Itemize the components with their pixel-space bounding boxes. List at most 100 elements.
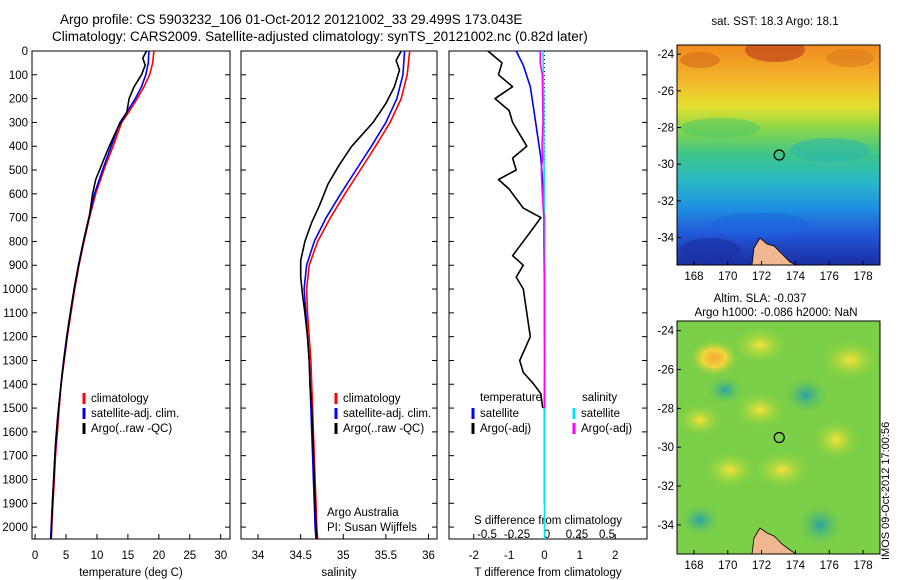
sla-map-title-line1: Altim. SLA: -0.037 bbox=[714, 293, 807, 305]
x-tick-label: 36 bbox=[422, 550, 435, 562]
y-tick-label: 100 bbox=[9, 70, 28, 82]
y-tick-label: 1200 bbox=[2, 332, 28, 344]
legend-label: satellite bbox=[480, 408, 519, 420]
map-y-tick-label: -32 bbox=[657, 196, 674, 208]
x-tick-label: 2 bbox=[612, 550, 618, 562]
map-x-tick-label: 178 bbox=[853, 271, 872, 283]
y-tick-label: 400 bbox=[9, 141, 28, 153]
map-x-tick-label: 174 bbox=[786, 560, 806, 572]
y-tick-label: 300 bbox=[9, 117, 28, 129]
legend-title: temperature bbox=[480, 392, 542, 404]
map-y-tick-label: -28 bbox=[657, 123, 674, 135]
map-x-tick-label: 172 bbox=[752, 271, 771, 283]
legend-title: salinity bbox=[582, 392, 617, 404]
sla-map-title-line2: Argo h1000: -0.086 h2000: NaN bbox=[694, 307, 857, 319]
x-tick-label: 34.5 bbox=[289, 550, 311, 562]
y-tick-label: 1900 bbox=[2, 498, 28, 510]
x-tick-label: -2 bbox=[469, 550, 479, 562]
y-tick-label: 1800 bbox=[2, 474, 28, 486]
y-tick-label: 0 bbox=[22, 46, 28, 58]
x-tick-label: 10 bbox=[91, 550, 104, 562]
y-tick-label: 1300 bbox=[2, 355, 28, 367]
imos-timestamp: IMOS 09-Oct-2012 17:00:56 bbox=[880, 421, 892, 560]
legend-label: Argo(..raw -QC) bbox=[91, 423, 172, 435]
argo-location-marker bbox=[773, 149, 785, 161]
x-tick-label: 20 bbox=[152, 550, 165, 562]
map-y-tick-label: -28 bbox=[657, 403, 674, 415]
s-tick-label: -0.5 bbox=[477, 529, 497, 541]
map-x-tick-label: 174 bbox=[786, 271, 806, 283]
pi-label: PI: Susan Wijffels bbox=[327, 522, 417, 534]
argo-location-marker bbox=[773, 431, 785, 444]
map-y-tick-label: -26 bbox=[657, 365, 674, 377]
legend-label: satellite-adj. clim. bbox=[91, 408, 179, 420]
x-tick-label: 1 bbox=[577, 550, 583, 562]
legend-label: Argo(-adj) bbox=[581, 423, 632, 435]
map-y-tick-label: -34 bbox=[657, 233, 674, 245]
x-tick-label: -1 bbox=[504, 550, 514, 562]
top-axis-label: S difference from climatology bbox=[474, 515, 622, 527]
map-y-tick-label: -26 bbox=[657, 86, 674, 98]
x-tick-label: 15 bbox=[122, 550, 135, 562]
series-line-s-argo-adj- bbox=[539, 51, 546, 409]
series-line-argo-raw-qc- bbox=[299, 50, 402, 540]
salinity-plot: 34 34.5 35 35.5 36 salinity climatology satelli… bbox=[241, 50, 437, 579]
series-line-argo-raw-qc- bbox=[50, 50, 148, 540]
map-y-tick-label: -34 bbox=[657, 520, 674, 532]
x-axis-label: salinity bbox=[321, 567, 356, 579]
salinity-panel bbox=[240, 50, 438, 540]
s-tick-label: 0 bbox=[544, 529, 550, 541]
figure-title-line2: Climatology: CARS2009. Satellite-adjuste… bbox=[52, 29, 588, 44]
map-x-tick-label: 178 bbox=[853, 560, 872, 572]
institution-label: Argo Australia bbox=[327, 507, 399, 519]
x-tick-label: 35.5 bbox=[375, 550, 397, 562]
y-tick-label: 1600 bbox=[2, 427, 28, 439]
y-tick-label: 1000 bbox=[2, 284, 28, 296]
figure-title-line1: Argo profile: CS 5903232_106 01-Oct-2012… bbox=[60, 12, 523, 27]
map-y-tick-label: -24 bbox=[657, 49, 674, 61]
x-tick-label: 25 bbox=[183, 550, 196, 562]
legend-label: satellite bbox=[581, 408, 620, 420]
sst-map-title: sat. SST: 18.3 Argo: 18.1 bbox=[711, 16, 838, 28]
series-line-t-satellite bbox=[515, 50, 546, 504]
y-tick-label: 700 bbox=[9, 213, 28, 225]
temperature-plot: 0 5 10 15 20 25 300100200300400500600700800900… bbox=[2, 46, 230, 579]
land-patch bbox=[751, 527, 797, 554]
x-tick-label: 5 bbox=[63, 550, 69, 562]
y-tick-label: 1400 bbox=[2, 379, 28, 391]
legend-label: climatology bbox=[91, 393, 149, 405]
land-patch bbox=[751, 237, 797, 265]
y-tick-label: 600 bbox=[9, 189, 28, 201]
map-y-tick-label: -30 bbox=[657, 159, 674, 171]
series-line-climatology bbox=[305, 50, 411, 540]
map-x-tick-label: 168 bbox=[684, 271, 703, 283]
sst-map: 168 170 172 174 176 178 -24 -26 -28 -30 -32 -34 bbox=[657, 44, 881, 283]
s-tick-label: 0.25 bbox=[566, 529, 588, 541]
legend-label: Argo(-adj) bbox=[480, 423, 531, 435]
series-line-t-argo-adj- bbox=[487, 50, 544, 409]
y-tick-label: 2000 bbox=[2, 522, 28, 534]
series-line-satellite-adj-clim- bbox=[49, 50, 150, 540]
map-x-tick-label: 176 bbox=[820, 560, 839, 572]
sla-map: 168 170 172 174 176 178 -24 -26 -28 -30 -32 -34 bbox=[657, 320, 881, 572]
x-tick-label: 0 bbox=[32, 550, 38, 562]
legend-label: satellite-adj. clim. bbox=[343, 408, 431, 420]
y-tick-label: 200 bbox=[9, 94, 28, 106]
map-x-tick-label: 170 bbox=[718, 560, 737, 572]
y-tick-label: 900 bbox=[9, 260, 28, 272]
y-tick-label: 1700 bbox=[2, 451, 28, 463]
y-tick-label: 500 bbox=[9, 165, 28, 177]
x-axis-label: temperature (deg C) bbox=[79, 567, 183, 579]
x-tick-label: 0 bbox=[541, 550, 547, 562]
difference-plot: -2 -1 0 1 2 T difference from climatology S di… bbox=[449, 50, 647, 579]
s-tick-label: -0.25 bbox=[504, 529, 530, 541]
y-tick-label: 1100 bbox=[3, 308, 28, 320]
series-line-climatology bbox=[50, 50, 155, 540]
temperature-panel bbox=[31, 50, 231, 540]
x-tick-label: 34 bbox=[252, 550, 265, 562]
x-tick-label: 35 bbox=[337, 550, 350, 562]
map-x-tick-label: 170 bbox=[718, 271, 737, 283]
s-tick-label: 0.5 bbox=[599, 529, 615, 541]
map-y-tick-label: -24 bbox=[657, 326, 674, 338]
map-x-tick-label: 172 bbox=[752, 560, 771, 572]
